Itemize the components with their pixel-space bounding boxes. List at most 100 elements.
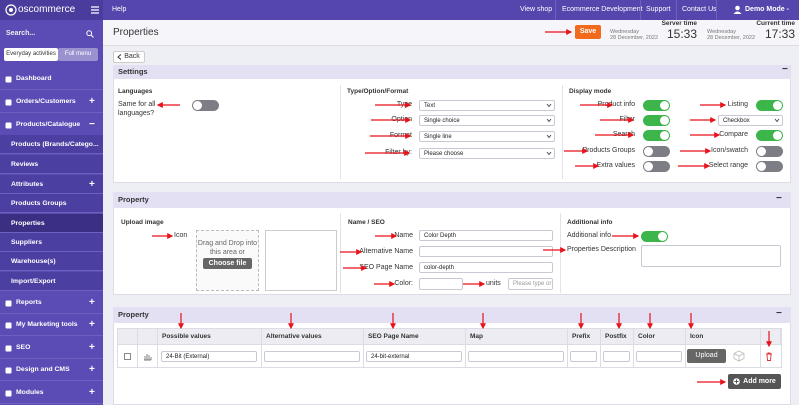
menu-toggle[interactable]: −	[89, 119, 95, 130]
toggle-knob	[658, 232, 667, 241]
field-label: Compare	[719, 131, 748, 138]
menu-label: Suppliers	[11, 238, 42, 246]
column-header: Possible values	[162, 333, 211, 340]
menu-item[interactable]	[0, 155, 103, 174]
text-input[interactable]	[570, 351, 597, 362]
top-separator	[716, 0, 717, 20]
units-input[interactable]: Please type or	[508, 278, 553, 290]
menu-item[interactable]	[0, 252, 103, 271]
menu-item[interactable]	[0, 314, 103, 336]
menu-toggle[interactable]: +	[89, 96, 95, 107]
menu-toggle[interactable]: +	[89, 342, 95, 353]
field-label: Name	[394, 232, 413, 239]
field-label: SEO Page Name	[359, 264, 413, 271]
select[interactable]: Single choice	[419, 115, 555, 126]
menu-item[interactable]	[0, 194, 103, 213]
add-more-button[interactable]: Add more	[728, 374, 781, 389]
color-input[interactable]	[419, 278, 463, 290]
image-preview	[265, 230, 337, 291]
text-input[interactable]: color-depth	[419, 262, 553, 273]
menu-item[interactable]	[0, 292, 103, 314]
text-input[interactable]: 24-bit-external	[366, 351, 462, 362]
toggle-switch[interactable]	[643, 130, 670, 141]
toggle-switch[interactable]	[641, 231, 668, 242]
toggle-switch[interactable]	[643, 161, 670, 172]
tab[interactable]: Everyday activities	[4, 48, 58, 61]
toggle-switch[interactable]	[756, 146, 783, 157]
field-label: Extra values	[596, 162, 635, 169]
menu-toggle[interactable]: +	[89, 297, 95, 308]
text-input[interactable]	[468, 351, 564, 362]
tab[interactable]: Full menu	[58, 48, 98, 61]
toggle-switch[interactable]	[756, 100, 783, 111]
text-input[interactable]	[603, 351, 630, 362]
field-label: Filter by:	[385, 149, 412, 156]
menu-item[interactable]	[0, 359, 103, 381]
select-chevron	[774, 118, 780, 123]
collapse[interactable]: −	[776, 193, 782, 204]
toggle-switch[interactable]	[192, 100, 219, 111]
menu-icon	[5, 99, 12, 105]
toggle-switch[interactable]	[643, 115, 670, 126]
save-button[interactable]: Save	[575, 25, 601, 39]
menu-item[interactable]	[0, 272, 103, 291]
column-line	[137, 328, 138, 368]
menu-toggle[interactable]: +	[89, 364, 95, 375]
toggle-switch[interactable]	[643, 146, 670, 157]
upload-button[interactable]: Upload	[687, 349, 726, 363]
select[interactable]: Text	[419, 100, 555, 111]
menu-label: Attributes	[11, 180, 44, 188]
column-line	[363, 328, 364, 368]
top-link[interactable]: View shop	[520, 6, 553, 13]
top-link[interactable]: Contact Us	[682, 6, 717, 13]
sidebar-search[interactable]: Search...	[6, 30, 36, 37]
text-input[interactable]	[419, 246, 553, 257]
help-link[interactable]: Help	[112, 6, 127, 13]
toggle-switch[interactable]	[643, 100, 670, 111]
top-separator	[676, 0, 677, 20]
column-line	[157, 328, 158, 368]
text-input[interactable]: Color Depth	[419, 230, 553, 241]
menu-item[interactable]	[0, 135, 103, 154]
back-chevron	[117, 54, 122, 60]
row-checkbox[interactable]	[124, 353, 131, 360]
menu-item[interactable]	[0, 175, 103, 194]
menu-item[interactable]	[0, 68, 103, 90]
toggle-knob	[660, 131, 669, 140]
drop-text: Drag and Drop into	[197, 240, 258, 247]
select[interactable]: Please choose	[419, 148, 555, 159]
toggle-switch[interactable]	[756, 161, 783, 172]
top-link[interactable]: Support	[646, 6, 671, 13]
panel-header: Property	[113, 192, 791, 208]
menu-item[interactable]	[0, 233, 103, 252]
toggle-switch[interactable]	[756, 130, 783, 141]
clock-day: Wednesday	[707, 29, 736, 35]
field-label: Option	[391, 116, 412, 123]
clock-time: 15:33	[666, 27, 697, 41]
field-label: Color:	[394, 280, 413, 287]
toggle-knob	[644, 162, 653, 171]
collapse[interactable]: −	[782, 64, 788, 75]
back-button[interactable]: Back	[113, 51, 145, 63]
column-header: Prefix	[572, 333, 591, 340]
text-input[interactable]: 24-Bit (External)	[161, 351, 257, 362]
top-link[interactable]: Ecommerce Development	[562, 6, 643, 13]
select[interactable]: Checkbox	[718, 115, 783, 126]
search-icon	[86, 30, 94, 38]
menu-toggle[interactable]: +	[89, 178, 95, 190]
user-menu[interactable]: Demo Mode -	[745, 6, 789, 13]
description-textarea[interactable]	[641, 245, 781, 267]
menu-item[interactable]	[0, 214, 103, 233]
choose-file-button[interactable]: Choose file	[203, 258, 252, 269]
user-icon	[733, 5, 742, 14]
menu-toggle[interactable]: +	[89, 387, 95, 398]
menu-item[interactable]	[0, 337, 103, 359]
select[interactable]: Single line	[419, 131, 555, 142]
logo-text: oscommerce	[18, 4, 76, 15]
menu-toggle[interactable]: +	[89, 319, 95, 330]
menu-item[interactable]	[0, 382, 103, 404]
menu-item[interactable]	[0, 91, 103, 113]
collapse[interactable]: −	[776, 308, 782, 319]
text-input[interactable]	[264, 351, 360, 362]
color-input[interactable]	[636, 351, 682, 362]
